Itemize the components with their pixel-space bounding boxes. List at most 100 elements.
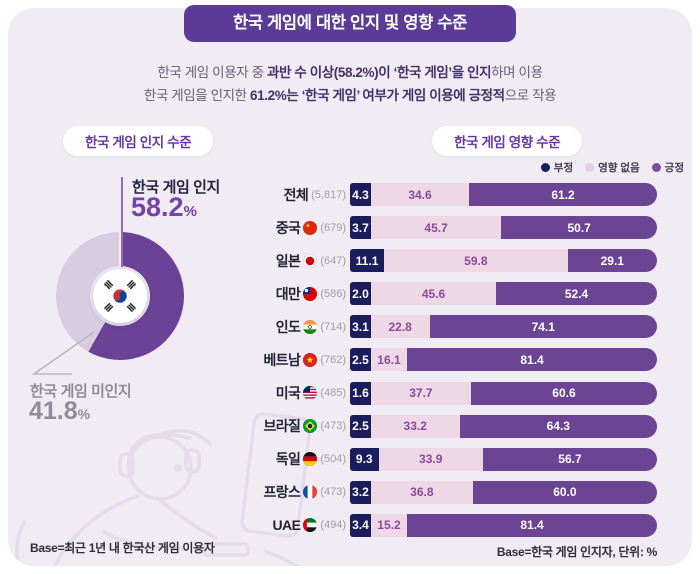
- influence-row: 프랑스 (473) 3.2 36.8 60.0: [252, 480, 657, 504]
- bar-segment-negative: 3.4: [350, 513, 371, 537]
- stacked-bar: 3.7 45.7 50.7: [350, 216, 657, 240]
- country-name: 인도: [275, 318, 301, 335]
- subtitle-text: 으로 작용: [504, 88, 557, 103]
- country-name: 중국: [275, 219, 301, 236]
- bar-segment-no-influence: 16.1: [370, 348, 408, 372]
- country-name: 독일: [275, 451, 301, 468]
- influence-row: 전체 (5,817) 4.3 34.6 61.2: [252, 183, 657, 206]
- legend-label: 부정: [553, 162, 574, 174]
- influence-row: 브라질 (473) 2.5 33.2 64.3: [252, 414, 657, 438]
- row-label: 전체 (5,817): [252, 185, 350, 205]
- legend-label: 영향 없음: [598, 162, 640, 174]
- taiwan-flag-icon: [303, 286, 318, 301]
- subtitle-line-1: 한국 게임 이용자 중 과반 수 이상(58.2%)이 ‘한국 게임’을 인지하…: [0, 61, 700, 81]
- legend-label: 긍정: [664, 162, 684, 174]
- influence-row: 인도 (714) 3.1 22.8 74.1: [252, 315, 657, 339]
- bar-segment-positive: 52.4: [496, 282, 657, 306]
- base-note-influence: Base=한국 게임 인지자, 단위: %: [496, 545, 657, 559]
- unaware-value: 41.8%: [29, 397, 90, 426]
- bar-segment-positive: 60.6: [470, 381, 657, 405]
- aware-value-number: 58.2: [131, 192, 184, 222]
- subtitle-emphasis: 과반 수 이상(58.2%)이 ‘한국 게임’을 인지: [266, 65, 492, 80]
- unaware-value-unit: %: [77, 406, 91, 422]
- row-label: 프랑스 (473): [252, 482, 350, 502]
- influence-row: 독일 (504) 9.3 33.9 56.7: [252, 447, 657, 471]
- influence-row: 미국 (485) 1.6 37.7 60.6: [252, 381, 657, 405]
- stacked-bar: 3.1 22.8 74.1: [350, 315, 657, 339]
- sample-count: (679): [320, 221, 346, 234]
- legend: 부정 영향 없음 긍정: [540, 160, 684, 175]
- subtitle-line-2: 한국 게임을 인지한 61.2%는 ‘한국 게임’ 여부가 게임 이용에 긍정적…: [0, 84, 700, 104]
- country-name: 대만: [275, 285, 301, 302]
- bar-segment-no-influence: 15.2: [370, 513, 408, 537]
- sample-count: (485): [320, 387, 346, 400]
- sample-count: (473): [320, 420, 346, 433]
- bar-segment-no-influence: 45.7: [370, 216, 502, 240]
- brazil-flag-icon: [303, 419, 318, 434]
- row-label: 대만 (586): [252, 284, 350, 304]
- bar-segment-negative: 2.0: [350, 282, 371, 306]
- row-label: UAE (494): [252, 517, 350, 533]
- sample-count: (647): [320, 254, 346, 267]
- bar-segment-no-influence: 36.8: [370, 480, 473, 504]
- france-flag-icon: [303, 485, 318, 500]
- bar-segment-negative: 1.6: [350, 381, 371, 405]
- unaware-value-number: 41.8: [29, 397, 78, 425]
- base-note-awareness: Base=최근 1년 내 한국산 게임 이용자: [30, 541, 215, 555]
- section-label-awareness: 한국 게임 인지 수준: [63, 126, 214, 156]
- bar-segment-no-influence: 33.9: [378, 447, 483, 471]
- sample-count: (473): [320, 486, 346, 499]
- country-name: 전체: [283, 186, 309, 203]
- bar-segment-negative: 3.2: [350, 480, 371, 504]
- row-label: 브라질 (473): [252, 416, 350, 436]
- sample-count: (5,817): [311, 188, 346, 201]
- uae-flag-icon: [303, 518, 318, 533]
- china-flag-icon: [303, 220, 318, 235]
- bar-segment-positive: 61.2: [469, 183, 657, 206]
- influence-row: 베트남 (762) 2.5 16.1 81.4: [252, 348, 657, 372]
- korea-flag-icon: [93, 269, 147, 323]
- bar-segment-positive: 64.3: [459, 414, 657, 438]
- vietnam-flag-icon: [303, 352, 318, 367]
- bar-segment-no-influence: 59.8: [384, 249, 568, 273]
- row-label: 인도 (714): [252, 317, 350, 337]
- country-name: UAE: [272, 517, 301, 534]
- awareness-donut-chart: [56, 232, 184, 360]
- legend-dot-icon: [585, 163, 595, 172]
- bar-segment-negative: 2.5: [350, 414, 371, 438]
- country-name: 브라질: [263, 418, 301, 435]
- aware-label: 한국 게임 인지: [132, 179, 220, 196]
- bar-segment-positive: 29.1: [567, 249, 657, 273]
- bar-segment-positive: 81.4: [407, 513, 657, 537]
- legend-item: 영향 없음: [585, 160, 640, 175]
- bar-segment-negative: 4.3: [350, 183, 371, 206]
- aware-leader-line: [121, 177, 123, 267]
- influence-row: 일본 (647) 11.1 59.8 29.1: [252, 249, 657, 273]
- bar-segment-negative: 2.5: [350, 348, 371, 372]
- country-name: 일본: [275, 252, 301, 269]
- unaware-leader-line: [31, 331, 95, 375]
- subtitle-text: 한국 게임 이용자 중: [157, 65, 267, 80]
- bar-segment-positive: 56.7: [482, 447, 657, 471]
- bar-segment-positive: 81.4: [407, 348, 657, 372]
- bar-segment-negative: 3.1: [350, 315, 371, 339]
- unaware-label: 한국 게임 미인지: [30, 383, 132, 400]
- bar-segment-no-influence: 34.6: [370, 183, 470, 206]
- sample-count: (504): [320, 453, 346, 466]
- gamer-line-art-icon: [15, 412, 312, 566]
- bar-segment-no-influence: 45.6: [370, 282, 497, 306]
- country-name: 프랑스: [263, 484, 301, 501]
- stacked-bar: 3.2 36.8 60.0: [350, 480, 657, 504]
- germany-flag-icon: [303, 452, 318, 467]
- country-name: 베트남: [263, 351, 301, 368]
- stacked-bar: 2.5 33.2 64.3: [350, 414, 657, 438]
- bar-segment-no-influence: 22.8: [370, 315, 430, 339]
- row-label: 베트남 (762): [252, 350, 350, 370]
- japan-flag-icon: [303, 253, 318, 268]
- stacked-bar: 3.4 15.2 81.4: [350, 513, 657, 537]
- stacked-bar: 11.1 59.8 29.1: [350, 249, 657, 273]
- bar-segment-negative: 9.3: [350, 447, 379, 471]
- page-title: 한국 게임에 대한 인지 및 영향 수준: [184, 5, 516, 42]
- legend-item: 긍정: [651, 160, 684, 175]
- bar-segment-negative: 11.1: [350, 249, 385, 273]
